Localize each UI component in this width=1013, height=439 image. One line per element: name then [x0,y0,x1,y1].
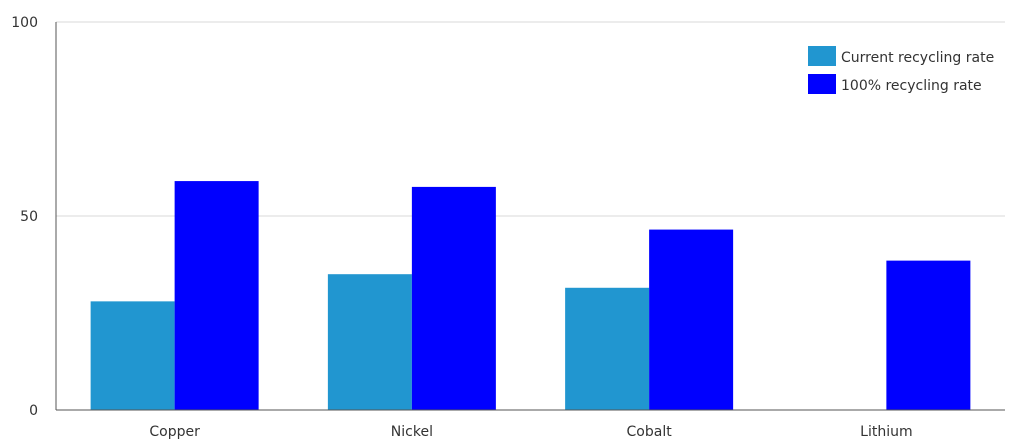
legend-swatch [808,74,836,94]
bar-nickel-series-1 [327,274,412,410]
bar-lithium-series-2 [886,260,971,410]
bar-cobalt-series-1 [565,287,650,410]
legend: Current recycling rate 100% recycling rat… [808,46,994,94]
bar-copper-series-1 [90,301,175,410]
y-tick-label: 100 [11,15,38,31]
bar-cobalt-series-2 [649,229,734,410]
axes [55,22,1005,411]
x-category-label: Cobalt [627,424,673,439]
y-tick-label: 50 [20,209,38,225]
bars [90,181,971,410]
legend-label: Current recycling rate [841,50,994,66]
x-category-label: Lithium [860,424,912,439]
y-tick-label: 0 [29,403,38,419]
x-category-label: Copper [149,424,200,439]
legend-label: 100% recycling rate [841,78,982,94]
bar-nickel-series-2 [411,186,496,410]
bar-copper-series-2 [174,181,259,410]
legend-swatch [808,46,836,66]
x-category-label: Nickel [391,424,433,439]
category-labels: Copper Nickel Cobalt Lithium [149,424,912,439]
y-axis-ticks: 0 50 100 [11,15,38,419]
